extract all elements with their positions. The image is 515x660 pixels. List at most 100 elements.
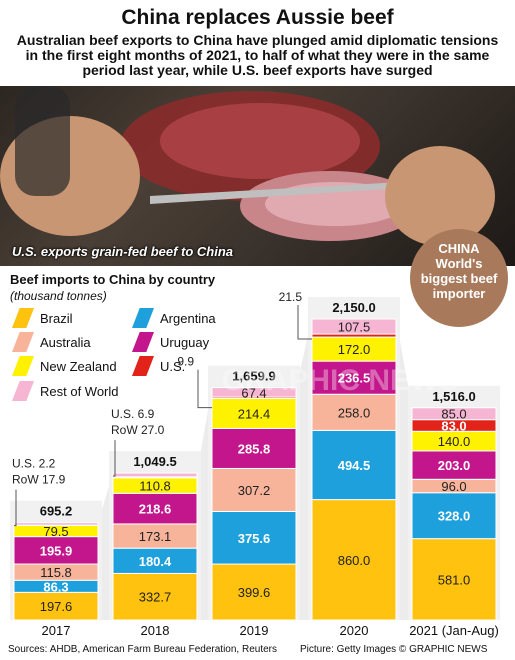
data-label-2021-jan-aug-australia: 96.0 (441, 479, 466, 494)
bar-segment-2018-new-zealand (112, 477, 198, 494)
bar-segment-2020-uruguay (311, 360, 397, 395)
category-label-2020: 2020 (340, 623, 369, 638)
data-label-2020-uruguay: 236.5 (338, 371, 371, 386)
data-label-2021-jan-aug-uruguay: 203.0 (438, 458, 471, 473)
bar-segment-2018-rest-of-world (112, 472, 198, 478)
legend-label-uruguay: Uruguay (160, 334, 210, 350)
callout-line-2 (197, 369, 212, 409)
bar-segment-2020-new-zealand (311, 336, 397, 362)
chart-title: Beef imports to China by country (10, 272, 216, 287)
bar-segment-2017-brazil (13, 591, 99, 621)
sources-note: Sources: AHDB, American Farm Bureau Fede… (8, 644, 278, 655)
data-label-2017-brazil: 197.6 (40, 599, 73, 614)
bar-background-4 (408, 385, 500, 620)
data-label-2019-new-zealand: 214.4 (238, 406, 271, 421)
connector-3 (396, 319, 412, 620)
data-label-2019-brazil: 399.6 (238, 585, 271, 600)
bar-segment-2020-argentina (311, 429, 397, 501)
data-label-2019-argentina: 375.6 (238, 531, 271, 546)
credit-note: Picture: Getty Images © GRAPHIC NEWS (300, 644, 488, 655)
data-label-2017-argentina: 86.3 (43, 579, 68, 594)
category-label-2021-jan-aug: 2021 (Jan-Aug) (409, 623, 499, 638)
legend-label-u-s: U.S. (160, 358, 186, 374)
data-label-2020-new-zealand: 172.0 (338, 342, 371, 357)
legend-swatch-australia (12, 332, 34, 352)
data-label-2017-uruguay: 195.9 (40, 543, 73, 558)
bar-segment-2021-jan-aug-new-zealand (411, 430, 497, 452)
data-label-2019-uruguay: 285.8 (238, 441, 271, 456)
bar-segment-2018-uruguay (112, 492, 198, 525)
data-label-2018-brazil: 332.7 (139, 590, 172, 605)
bar-segment-2021-jan-aug-rest-of-world (411, 407, 497, 421)
china-badge: CHINA World's biggest beef importer (410, 229, 508, 327)
badge-line-3: biggest beef (420, 271, 498, 286)
bar-background-1 (109, 451, 201, 620)
bar-segment-2021-jan-aug-uruguay (411, 450, 497, 480)
bar-segment-2017-rest-of-world (13, 522, 99, 526)
bar-segment-2018-brazil (112, 572, 198, 621)
total-label-2017: 695.2 (40, 504, 73, 519)
callout-line-3 (297, 305, 312, 340)
bar-segment-2019-australia (211, 467, 297, 512)
legend-item-brazil: Brazil (12, 308, 73, 328)
beef-photo (0, 86, 515, 266)
bar-segment-2018-argentina (112, 547, 198, 574)
bar-segment-2018-u-s (112, 476, 198, 479)
callout-line-1 (113, 440, 116, 477)
bar-background-0 (10, 500, 102, 620)
bar-segment-2020-brazil (311, 499, 397, 621)
total-label-2021-jan-aug: 1,516.0 (432, 389, 475, 404)
callout-row-0: RoW 17.9 (12, 473, 66, 487)
callout-line-0 (14, 489, 17, 527)
callout-us-0: U.S. 2.2 (12, 457, 56, 471)
bar-segment-2019-new-zealand (211, 397, 297, 429)
legend-swatch-brazil (12, 308, 34, 328)
bar-segment-2019-rest-of-world (211, 387, 297, 398)
data-label-2020-australia: 258.0 (338, 405, 371, 420)
bar-segment-2020-rest-of-world (311, 318, 397, 335)
bar-segment-2017-australia (13, 563, 99, 581)
data-label-2017-australia: 115.8 (40, 565, 72, 580)
callout-row-1: RoW 27.0 (111, 423, 165, 437)
data-label-2020-brazil: 860.0 (338, 553, 371, 568)
badge-line-4: importer (432, 286, 486, 301)
bar-segment-2019-argentina (211, 510, 297, 565)
legend-label-new-zealand: New Zealand (40, 358, 117, 374)
data-label-2021-jan-aug-brazil: 581.0 (438, 572, 471, 587)
bar-background-2 (208, 365, 300, 620)
bar-segment-2019-u-s (211, 396, 297, 399)
photo-caption: U.S. exports grain-fed beef to China (12, 244, 234, 259)
badge-line-2: World's (435, 256, 483, 271)
bar-background-3 (308, 297, 400, 620)
data-label-2018-australia: 173.1 (139, 529, 172, 544)
watermark: GRAPHIC NEWS (222, 364, 459, 397)
bar-segment-2020-u-s (311, 333, 397, 338)
connector-0 (98, 473, 113, 620)
legend-item-rest-of-world: Rest of World (12, 381, 119, 401)
chart-units: (thousand tonnes) (10, 289, 107, 303)
callout-us-3: 21.5 (279, 290, 303, 304)
data-label-2020-argentina: 494.5 (338, 458, 371, 473)
bar-segment-2018-australia (112, 523, 198, 549)
bar-segment-2021-jan-aug-argentina (411, 492, 497, 540)
legend-item-australia: Australia (12, 332, 91, 352)
category-label-2018: 2018 (141, 623, 170, 638)
data-label-2019-rest-of-world: 67.4 (241, 385, 266, 400)
data-label-2021-jan-aug-new-zealand: 140.0 (438, 434, 471, 449)
legend-label-rest-of-world: Rest of World (40, 383, 119, 399)
page-subtitle: Australian beef exports to China have pl… (16, 32, 499, 78)
callout-us-1: U.S. 6.9 (111, 407, 155, 421)
bar-segment-2021-jan-aug-australia (411, 478, 497, 494)
beef-photo-illustration (0, 86, 495, 246)
legend-label-australia: Australia (40, 334, 91, 350)
connector-2 (296, 319, 312, 620)
data-label-2018-argentina: 180.4 (139, 554, 172, 569)
data-label-2017-new-zealand: 79.5 (43, 524, 68, 539)
connector-1 (197, 387, 212, 620)
bar-segment-2021-jan-aug-brazil (411, 538, 497, 621)
legend-swatch-new-zealand (12, 356, 34, 376)
legend-label-argentina: Argentina (160, 310, 216, 326)
bar-segment-2019-uruguay (211, 427, 297, 469)
category-label-2017: 2017 (42, 623, 71, 638)
